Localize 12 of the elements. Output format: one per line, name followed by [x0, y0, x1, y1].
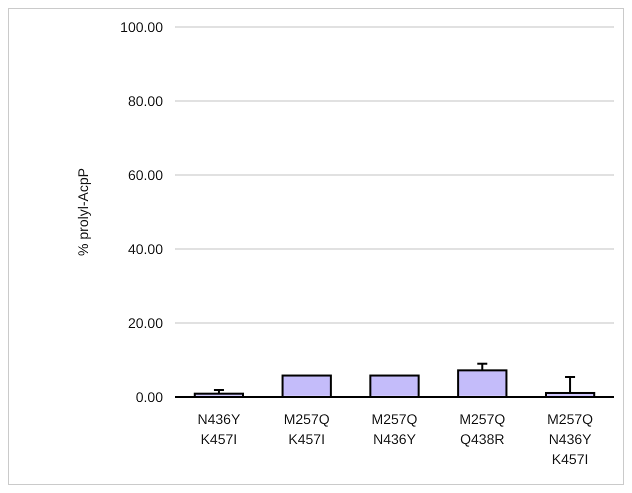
x-tick-label: M257Q N436Y K457I	[547, 411, 594, 467]
x-tick-label: M257Q K457I	[284, 411, 330, 447]
x-tick-label: M257Q Q438R	[459, 411, 506, 447]
y-tick-label: 100.00	[120, 18, 164, 35]
y-tick-label: 80.00	[128, 92, 164, 109]
y-tick-label: 0.00	[136, 388, 164, 405]
y-tick-label: 40.00	[128, 240, 164, 257]
x-tick-label: N436Y K457I	[197, 411, 241, 447]
y-tick-label: 60.00	[128, 166, 164, 183]
y-axis-title: % prolyl-AcpP	[75, 168, 91, 256]
y-tick-label: 20.00	[128, 314, 164, 331]
x-tick-label: M257Q N436Y	[372, 411, 418, 447]
